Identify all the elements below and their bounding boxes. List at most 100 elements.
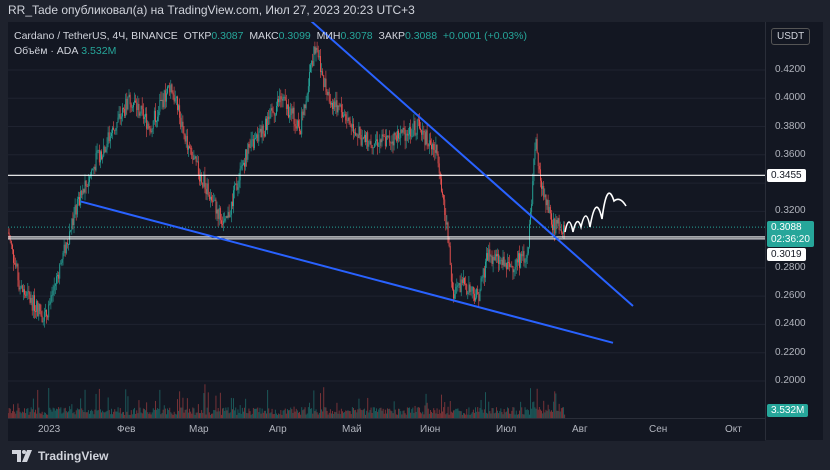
volume-bar <box>105 411 107 418</box>
candle-body <box>534 149 536 160</box>
volume-bar <box>147 412 149 418</box>
volume-bar <box>213 409 215 418</box>
volume-bar <box>437 413 439 418</box>
candle-body <box>301 111 303 135</box>
candle-body <box>475 297 476 301</box>
candle-body <box>559 229 561 231</box>
volume-bar <box>399 408 401 418</box>
volume-bar <box>414 405 416 418</box>
volume-bar <box>237 409 239 418</box>
volume-bar <box>452 412 453 418</box>
candle-body <box>492 257 494 264</box>
candle-body <box>298 120 299 127</box>
candle-body <box>248 144 250 147</box>
tradingview-icon <box>12 450 32 462</box>
volume-bar <box>425 393 427 418</box>
candle-body <box>331 102 332 105</box>
volume-bar <box>394 409 396 418</box>
candle-body <box>26 291 28 296</box>
candle-body <box>496 254 497 257</box>
volume-bar <box>189 408 190 418</box>
candle-body <box>437 153 439 164</box>
candle-body <box>305 100 307 109</box>
candle-body <box>474 293 475 301</box>
volume-bar <box>391 411 393 418</box>
volume-bar <box>378 409 380 418</box>
candle-body <box>327 91 329 96</box>
volume-bar <box>365 414 366 418</box>
volume-bar <box>405 414 407 418</box>
volume-bar <box>377 411 379 418</box>
volume-bar <box>302 410 304 418</box>
volume-bar <box>175 414 177 418</box>
candle-body <box>87 182 89 187</box>
volume-bar <box>556 410 558 418</box>
volume-bar <box>417 407 419 418</box>
volume-bar <box>529 414 530 418</box>
candle-body <box>149 128 151 132</box>
candle-body <box>72 218 74 226</box>
candle-body <box>219 208 221 221</box>
candle-body <box>549 207 551 214</box>
price-chart[interactable] <box>8 22 765 418</box>
price-tick: 0.3200 <box>775 205 806 217</box>
volume-bar <box>299 411 300 418</box>
volume-bar <box>438 409 440 418</box>
volume-bar <box>478 411 480 418</box>
candle-body <box>15 263 17 267</box>
candle-body <box>19 287 21 290</box>
candle-body <box>554 218 556 234</box>
time-axis[interactable] <box>8 418 765 441</box>
volume-bar <box>499 411 501 418</box>
volume-bar <box>41 411 43 418</box>
candle-body <box>18 280 20 290</box>
candle-body <box>111 133 112 137</box>
volume-bar <box>267 389 269 418</box>
candle-body <box>82 189 84 195</box>
chart-pane[interactable] <box>8 22 765 418</box>
candle-body <box>444 199 446 216</box>
volume-bar <box>348 410 350 418</box>
candle-body <box>277 99 278 106</box>
volume-bar <box>544 412 546 418</box>
candle-body <box>109 136 111 142</box>
candle-body <box>326 91 328 96</box>
volume-bar <box>62 412 64 418</box>
candle-body <box>244 162 245 167</box>
volume-bar <box>432 413 434 418</box>
candle-body <box>162 99 164 108</box>
volume-bar <box>10 413 12 418</box>
volume-bar <box>168 410 170 418</box>
candle-body <box>117 117 119 123</box>
volume-bar <box>51 411 53 418</box>
volume-bar <box>531 408 533 418</box>
candle-body <box>80 190 82 206</box>
volume-bar <box>291 409 293 418</box>
currency-button[interactable]: USDT <box>771 28 811 45</box>
volume-bar <box>433 408 435 418</box>
volume-bar <box>483 409 485 418</box>
volume-bar <box>466 408 468 418</box>
volume-bar <box>207 392 209 418</box>
volume-bar <box>67 412 68 418</box>
volume-bar <box>535 408 537 418</box>
candle-body <box>41 315 43 322</box>
volume-bar <box>292 412 294 418</box>
candle-body <box>56 276 57 284</box>
candle-body <box>310 64 311 73</box>
volume-bar <box>271 408 273 418</box>
candle-body <box>412 130 414 137</box>
candle-body <box>292 107 294 114</box>
candle-body <box>74 205 76 215</box>
candle-body <box>379 139 381 146</box>
volume-bar <box>174 413 176 418</box>
volume-bar <box>179 391 181 418</box>
volume-bar <box>306 413 308 418</box>
candle-body <box>168 85 170 87</box>
volume-bar <box>153 409 155 418</box>
candle-body <box>481 277 483 279</box>
volume-bar <box>549 411 551 418</box>
volume-bar <box>455 408 457 418</box>
volume-bar <box>487 413 489 418</box>
candle-body <box>293 107 295 124</box>
